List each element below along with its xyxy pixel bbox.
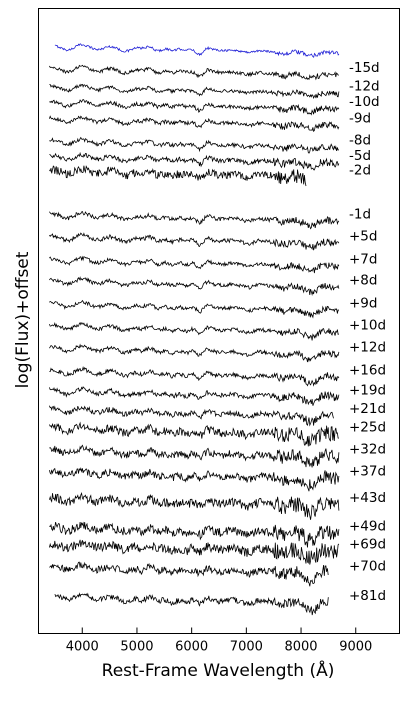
phase-label: +43d xyxy=(349,490,386,506)
x-tick-label: 7000 xyxy=(230,640,263,655)
spectrum-line xyxy=(49,467,340,492)
spectrum-line xyxy=(49,232,340,251)
phase-label: -8d xyxy=(349,133,371,149)
x-axis-title: Rest-Frame Wavelength (Å) xyxy=(102,659,335,681)
spectrum-line xyxy=(49,365,340,387)
x-tick-label: 9000 xyxy=(339,640,372,655)
spectrum-line xyxy=(49,64,339,81)
spectrum-line xyxy=(49,539,340,565)
spectrum-line xyxy=(49,561,329,587)
spectrum-line xyxy=(49,151,340,171)
phase-label: +69d xyxy=(349,536,386,552)
spectrum-line xyxy=(54,592,329,616)
phase-label: +5d xyxy=(349,228,377,244)
phase-label: +7d xyxy=(349,251,377,267)
spectrum-line-first xyxy=(54,43,340,58)
phase-label: +19d xyxy=(349,382,386,398)
phase-label: -9d xyxy=(349,111,371,127)
spectrum-line xyxy=(49,255,340,274)
x-axis-ticks: 4000 5000 6000 7000 8000 9000 xyxy=(66,627,372,655)
spectrum-line xyxy=(49,165,307,187)
spectrum-line xyxy=(49,444,340,468)
plot-frame xyxy=(38,8,400,634)
phase-label: -12d xyxy=(349,79,380,95)
spectrum-line xyxy=(49,521,340,548)
spectrum-line xyxy=(49,405,334,427)
spectrum-line xyxy=(49,491,340,520)
spectrum-line xyxy=(49,98,340,116)
phase-label: +32d xyxy=(349,442,386,458)
spectrum-line xyxy=(49,386,340,406)
phase-label: -10d xyxy=(349,94,380,110)
spectra-layer xyxy=(49,43,340,616)
phase-label: +37d xyxy=(349,464,386,480)
spectrum-line xyxy=(49,299,339,319)
x-tick-label: 5000 xyxy=(120,640,153,655)
x-tick-label: 6000 xyxy=(175,640,208,655)
phase-label: -2d xyxy=(349,162,371,178)
spectrum-line xyxy=(49,343,340,363)
spectrum-line xyxy=(49,115,340,133)
phase-label: +9d xyxy=(349,295,377,311)
phase-label: +70d xyxy=(349,558,386,574)
phase-label: +10d xyxy=(349,317,386,333)
spectrum-line xyxy=(49,83,340,100)
phase-label: -15d xyxy=(349,60,380,76)
phase-labels: -15d -12d-10d-9d -8d-5d-2d -1d +5d +7d +8d +9d +… xyxy=(349,60,386,604)
y-axis-title: log(Flux)+offset xyxy=(13,251,33,388)
phase-label: -1d xyxy=(349,206,371,222)
phase-label: +81d xyxy=(349,588,386,604)
spectrum-line xyxy=(49,321,340,341)
x-tick-label: 8000 xyxy=(284,640,317,655)
x-tick-label: 4000 xyxy=(66,640,99,655)
phase-label: -5d xyxy=(349,148,371,164)
phase-label: +16d xyxy=(349,363,386,379)
phase-label: +21d xyxy=(349,401,386,417)
spectrum-line xyxy=(49,276,340,297)
spectrum-line xyxy=(49,210,340,230)
phase-label: +8d xyxy=(349,272,377,288)
spectrum-line xyxy=(49,136,339,154)
phase-label: +49d xyxy=(349,519,386,535)
spectrum-line xyxy=(49,421,339,447)
phase-label: +12d xyxy=(349,339,386,355)
phase-label: +25d xyxy=(349,420,386,436)
